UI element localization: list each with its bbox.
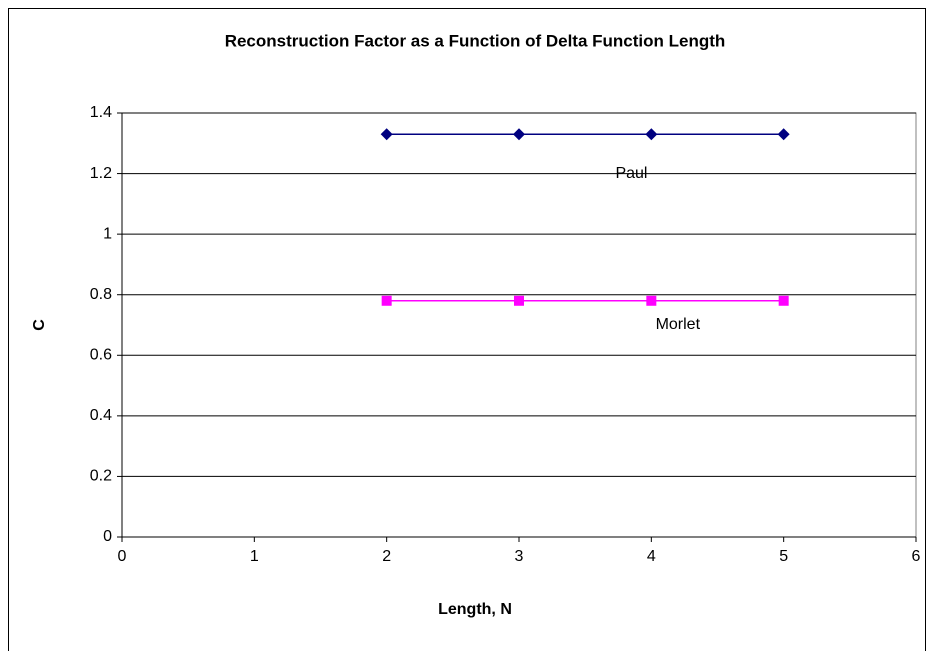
marker [381, 295, 392, 306]
marker [778, 295, 789, 306]
marker [645, 128, 658, 141]
y-tick-label: 0.6 [90, 347, 112, 364]
x-tick-label: 2 [382, 548, 391, 565]
series-label: Morlet [656, 316, 701, 333]
x-tick-label: 0 [118, 548, 127, 565]
y-tick-label: 0.8 [90, 286, 112, 303]
y-tick-label: 0.2 [90, 468, 112, 485]
marker [380, 128, 393, 141]
chart-title: Reconstruction Factor as a Function of D… [225, 31, 726, 50]
x-tick-label: 3 [515, 548, 524, 565]
marker [513, 128, 525, 141]
y-tick-label: 1.2 [90, 165, 112, 182]
marker [777, 128, 790, 141]
x-tick-label: 4 [647, 548, 656, 565]
x-axis-label: Length, N [438, 601, 512, 618]
marker [646, 295, 657, 306]
y-tick-label: 1.4 [90, 104, 112, 121]
y-tick-label: 0.4 [90, 407, 112, 424]
x-tick-label: 1 [250, 548, 259, 565]
x-tick-label: 6 [912, 548, 921, 565]
plot-area [121, 112, 917, 538]
y-tick-label: 0 [103, 528, 112, 545]
x-tick-label: 5 [779, 548, 788, 565]
marker [514, 295, 524, 306]
series-label: Paul [615, 165, 647, 182]
y-axis-label: C [31, 319, 48, 331]
y-tick-label: 1 [103, 225, 112, 242]
